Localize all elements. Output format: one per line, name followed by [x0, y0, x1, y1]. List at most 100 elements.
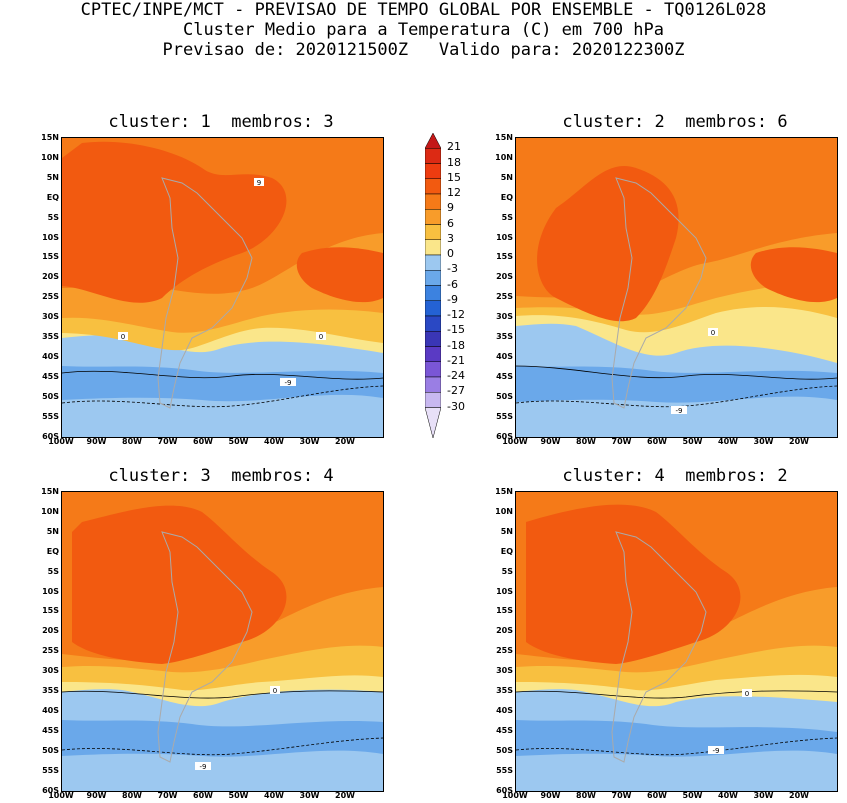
colorbar-swatch — [424, 148, 442, 164]
lon-label: 30W — [753, 437, 774, 446]
colorbar-swatch — [424, 331, 442, 347]
colorbar-label: -3 — [447, 262, 458, 276]
header-title-line3: Previsao de: 2020121500Z Valido para: 20… — [162, 40, 685, 60]
lat-label: 45S — [496, 725, 513, 735]
colorbar-swatch — [424, 178, 442, 195]
lat-label: 30S — [42, 312, 59, 322]
lon-label: 50W — [682, 791, 703, 800]
lon-label: 90W — [86, 437, 107, 446]
lon-label: 40W — [264, 791, 284, 800]
lat-label: 40S — [496, 351, 513, 361]
lat-label: 40S — [496, 705, 513, 715]
lat-label: 30S — [42, 666, 59, 676]
lat-label: 5S — [501, 566, 513, 576]
svg-text:0: 0 — [121, 333, 125, 341]
lat-label: 5N — [46, 526, 59, 536]
temperature-field-1: 0 0 -9 9 — [62, 138, 383, 437]
lat-label: 35S — [42, 332, 59, 341]
panel-2-title: cluster: 2 membros: 6 — [562, 112, 788, 132]
lon-label: 60W — [193, 437, 213, 446]
colorbar-swatch — [424, 163, 442, 179]
colorbar-swatch — [424, 376, 442, 393]
lat-label: 10N — [41, 152, 59, 162]
colorbar-swatch — [424, 300, 442, 317]
colorbar-label: -27 — [447, 384, 465, 398]
lon-label: 100W — [502, 791, 528, 800]
lat-label: 15N — [495, 487, 513, 496]
lat-label: 25S — [496, 292, 513, 302]
lat-label: 55S — [496, 765, 513, 775]
lat-label: EQ — [500, 546, 513, 556]
lat-label: 45S — [42, 371, 59, 381]
lat-label: 50S — [496, 391, 513, 401]
lon-label: 100W — [48, 437, 74, 446]
colorbar-swatch — [424, 285, 442, 301]
lon-label: 90W — [86, 791, 107, 800]
svg-text:0: 0 — [711, 329, 715, 337]
lon-label: 70W — [157, 437, 178, 446]
lat-label: 5S — [47, 566, 59, 576]
colorbar-label: 12 — [447, 186, 461, 199]
lat-label: 50S — [496, 745, 513, 755]
colorbar-swatch — [424, 239, 442, 256]
panel-1-title: cluster: 1 membros: 3 — [108, 112, 334, 132]
lat-label: 15S — [42, 252, 59, 262]
colorbar-swatch — [424, 254, 442, 271]
lon-label: 70W — [611, 437, 632, 446]
map-panel-1: 0 0 -9 9 — [61, 137, 384, 438]
lon-label: 30W — [299, 791, 320, 800]
colorbar: 21 18 15 12 9 6 3 0 -3 -6 -9 -12 -15 -18 -21 -24 -27 -30 — [424, 132, 465, 439]
svg-text:0: 0 — [273, 687, 277, 695]
lat-label: 5N — [46, 172, 59, 182]
lat-label: 5S — [501, 212, 513, 222]
lon-label: 30W — [753, 791, 774, 800]
lat-label: 60S — [496, 431, 513, 441]
colorbar-swatch — [424, 392, 442, 408]
lat-label: 25S — [496, 646, 513, 656]
colorbar-label: -18 — [447, 338, 465, 352]
colorbar-label: -15 — [447, 323, 465, 337]
lat-label: 30S — [496, 312, 513, 322]
colorbar-label: 9 — [447, 201, 454, 215]
colorbar-swatch — [424, 224, 442, 240]
lat-label: 60S — [42, 431, 59, 441]
lon-label: 70W — [157, 791, 178, 800]
lat-label: 60S — [496, 785, 513, 795]
lat-label: 10S — [42, 586, 59, 596]
lon-label: 40W — [264, 437, 284, 446]
lon-label: 20W — [789, 791, 809, 800]
lat-label: 15S — [496, 252, 513, 262]
map-panel-3: 0 -9 — [61, 491, 384, 792]
lon-label: 20W — [789, 437, 809, 446]
lat-label: 10S — [496, 232, 513, 242]
lat-label: 25S — [42, 646, 59, 656]
lon-label: 50W — [228, 437, 249, 446]
lat-label: 20S — [496, 272, 513, 282]
lon-label: 40W — [718, 791, 738, 800]
header-title-line1: CPTEC/INPE/MCT - PREVISAO DE TEMPO GLOBA… — [80, 0, 767, 20]
colorbar-label: -30 — [447, 399, 465, 413]
lon-label: 80W — [122, 437, 142, 446]
lat-label: 25S — [42, 292, 59, 302]
lat-label: 30S — [496, 666, 513, 676]
lon-label: 50W — [228, 791, 249, 800]
colorbar-swatch — [424, 346, 442, 362]
lat-label: 10S — [42, 232, 59, 242]
temperature-field-3: 0 -9 — [62, 492, 383, 791]
lat-label: EQ — [46, 546, 59, 556]
lat-label: 55S — [42, 765, 59, 775]
svg-text:-9: -9 — [713, 747, 720, 755]
lat-label: 45S — [42, 725, 59, 735]
lat-label: 15N — [41, 487, 59, 496]
lon-label: 50W — [682, 437, 703, 446]
colorbar-label: 21 — [447, 140, 461, 154]
lat-label: 5N — [500, 172, 513, 182]
header-title-line2: Cluster Medio para a Temperatura (C) em … — [182, 20, 665, 40]
temperature-field-4: 0 -9 — [516, 492, 837, 791]
lat-label: EQ — [500, 192, 513, 202]
svg-text:-9: -9 — [200, 763, 207, 771]
lat-label: 55S — [42, 411, 59, 421]
lat-label: 55S — [496, 411, 513, 421]
lat-label: 10N — [41, 506, 59, 516]
lat-label: 60S — [42, 785, 59, 795]
